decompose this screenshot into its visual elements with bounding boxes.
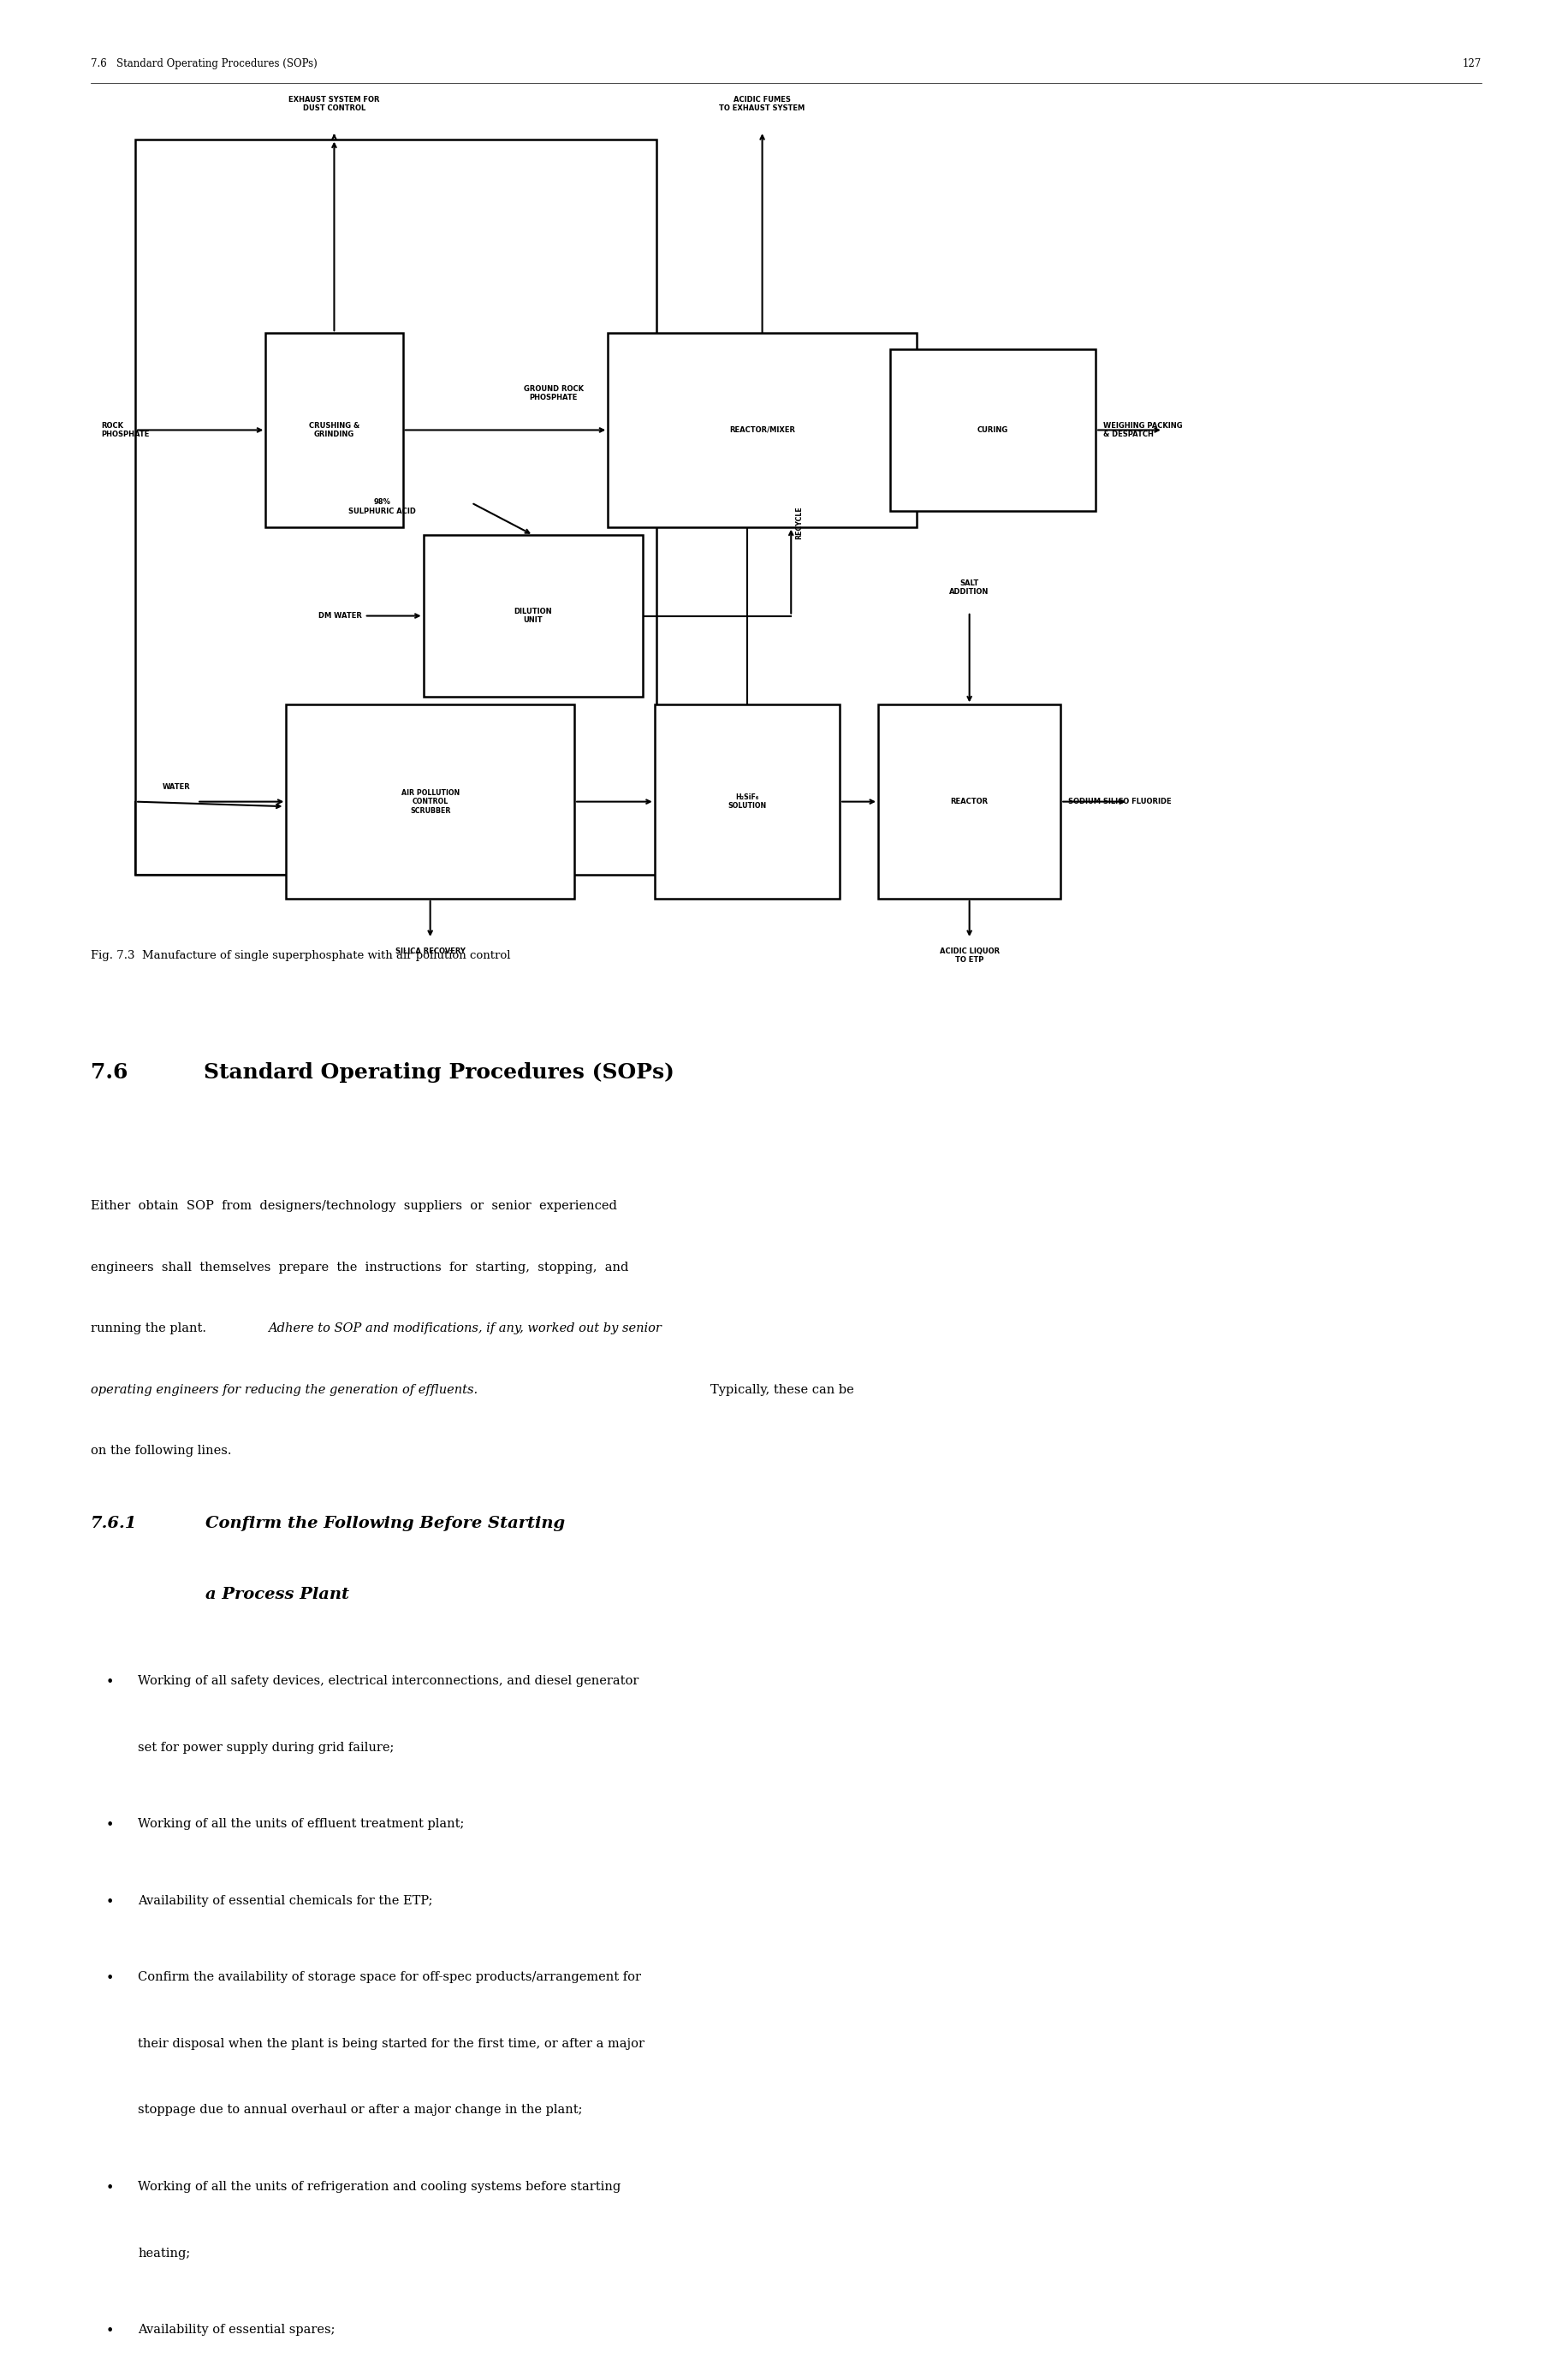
Text: •: • (105, 1818, 114, 1832)
Text: SODIUM SILICO FLUORIDE: SODIUM SILICO FLUORIDE (1068, 798, 1171, 805)
Text: on the following lines.: on the following lines. (91, 1445, 232, 1456)
Text: 98%
SULPHURIC ACID: 98% SULPHURIC ACID (348, 499, 416, 516)
Text: ACIDIC LIQUOR
TO ETP: ACIDIC LIQUOR TO ETP (939, 948, 999, 965)
Text: •: • (105, 1675, 114, 1689)
Bar (608, 333, 917, 527)
Text: DM WATER: DM WATER (318, 613, 362, 620)
Text: Fig. 7.3  Manufacture of single superphosphate with air pollution control: Fig. 7.3 Manufacture of single superphos… (91, 950, 511, 962)
Text: 127: 127 (1463, 59, 1482, 69)
Text: Standard Operating Procedures (SOPs): Standard Operating Procedures (SOPs) (204, 1062, 674, 1083)
Text: DILUTION
UNIT: DILUTION UNIT (514, 608, 552, 625)
Text: H₂SiF₆
SOLUTION: H₂SiF₆ SOLUTION (728, 794, 767, 810)
Text: CURING: CURING (977, 425, 1008, 435)
Text: •: • (105, 2181, 114, 2195)
Bar (878, 706, 1060, 898)
Text: SILICA RECOVERY: SILICA RECOVERY (395, 948, 466, 955)
Text: Adhere to SOP and modifications, if any, worked out by senior: Adhere to SOP and modifications, if any,… (268, 1323, 662, 1335)
Text: WATER: WATER (162, 784, 190, 791)
Bar (135, 140, 657, 874)
Text: running the plant.: running the plant. (91, 1323, 207, 1335)
Text: ROCK
PHOSPHATE: ROCK PHOSPHATE (100, 423, 149, 437)
Text: engineers  shall  themselves  prepare  the  instructions  for  starting,  stoppi: engineers shall themselves prepare the i… (91, 1262, 629, 1274)
Text: •: • (105, 2324, 114, 2338)
Text: Availability of essential spares;: Availability of essential spares; (138, 2324, 336, 2336)
Text: EXHAUST SYSTEM FOR
DUST CONTROL: EXHAUST SYSTEM FOR DUST CONTROL (289, 95, 379, 112)
Bar (889, 349, 1096, 511)
Text: Either  obtain  SOP  from  designers/technology  suppliers  or  senior  experien: Either obtain SOP from designers/technol… (91, 1200, 618, 1212)
Text: •: • (105, 1894, 114, 1910)
Text: Working of all the units of refrigeration and cooling systems before starting: Working of all the units of refrigeratio… (138, 2181, 621, 2193)
Text: ACIDIC FUMES
TO EXHAUST SYSTEM: ACIDIC FUMES TO EXHAUST SYSTEM (720, 95, 804, 112)
Bar (654, 706, 840, 898)
Text: Confirm the availability of storage space for off-spec products/arrangement for: Confirm the availability of storage spac… (138, 1972, 641, 1984)
Text: SALT
ADDITION: SALT ADDITION (950, 580, 989, 596)
Text: set for power supply during grid failure;: set for power supply during grid failure… (138, 1742, 394, 1753)
Text: REACTOR/MIXER: REACTOR/MIXER (729, 425, 795, 435)
Text: 7.6.1: 7.6.1 (91, 1516, 138, 1530)
Text: WEIGHING PACKING
& DESPATCH: WEIGHING PACKING & DESPATCH (1104, 423, 1182, 437)
Text: RECYCLE: RECYCLE (795, 506, 803, 539)
Text: operating engineers for reducing the generation of effluents.: operating engineers for reducing the gen… (91, 1383, 478, 1395)
Text: CRUSHING &
GRINDING: CRUSHING & GRINDING (309, 423, 359, 437)
Text: stoppage due to annual overhaul or after a major change in the plant;: stoppage due to annual overhaul or after… (138, 2105, 583, 2117)
Text: heating;: heating; (138, 2248, 190, 2260)
Text: GROUND ROCK
PHOSPHATE: GROUND ROCK PHOSPHATE (524, 385, 583, 402)
Bar (285, 706, 574, 898)
Text: Working of all safety devices, electrical interconnections, and diesel generator: Working of all safety devices, electrica… (138, 1675, 640, 1687)
Text: a Process Plant: a Process Plant (205, 1587, 350, 1601)
Text: their disposal when the plant is being started for the first time, or after a ma: their disposal when the plant is being s… (138, 2039, 644, 2050)
Text: 7.6   Standard Operating Procedures (SOPs): 7.6 Standard Operating Procedures (SOPs) (91, 59, 318, 69)
Bar (265, 333, 403, 527)
Text: AIR POLLUTION
CONTROL
SCRUBBER: AIR POLLUTION CONTROL SCRUBBER (401, 789, 459, 815)
Text: Working of all the units of effluent treatment plant;: Working of all the units of effluent tre… (138, 1818, 464, 1830)
Text: Availability of essential chemicals for the ETP;: Availability of essential chemicals for … (138, 1894, 433, 1906)
Text: Confirm the Following Before Starting: Confirm the Following Before Starting (205, 1516, 564, 1530)
Text: REACTOR: REACTOR (950, 798, 988, 805)
Text: Typically, these can be: Typically, these can be (710, 1383, 855, 1395)
Bar (423, 535, 643, 696)
Text: •: • (105, 1972, 114, 1986)
Text: 7.6: 7.6 (91, 1062, 129, 1083)
